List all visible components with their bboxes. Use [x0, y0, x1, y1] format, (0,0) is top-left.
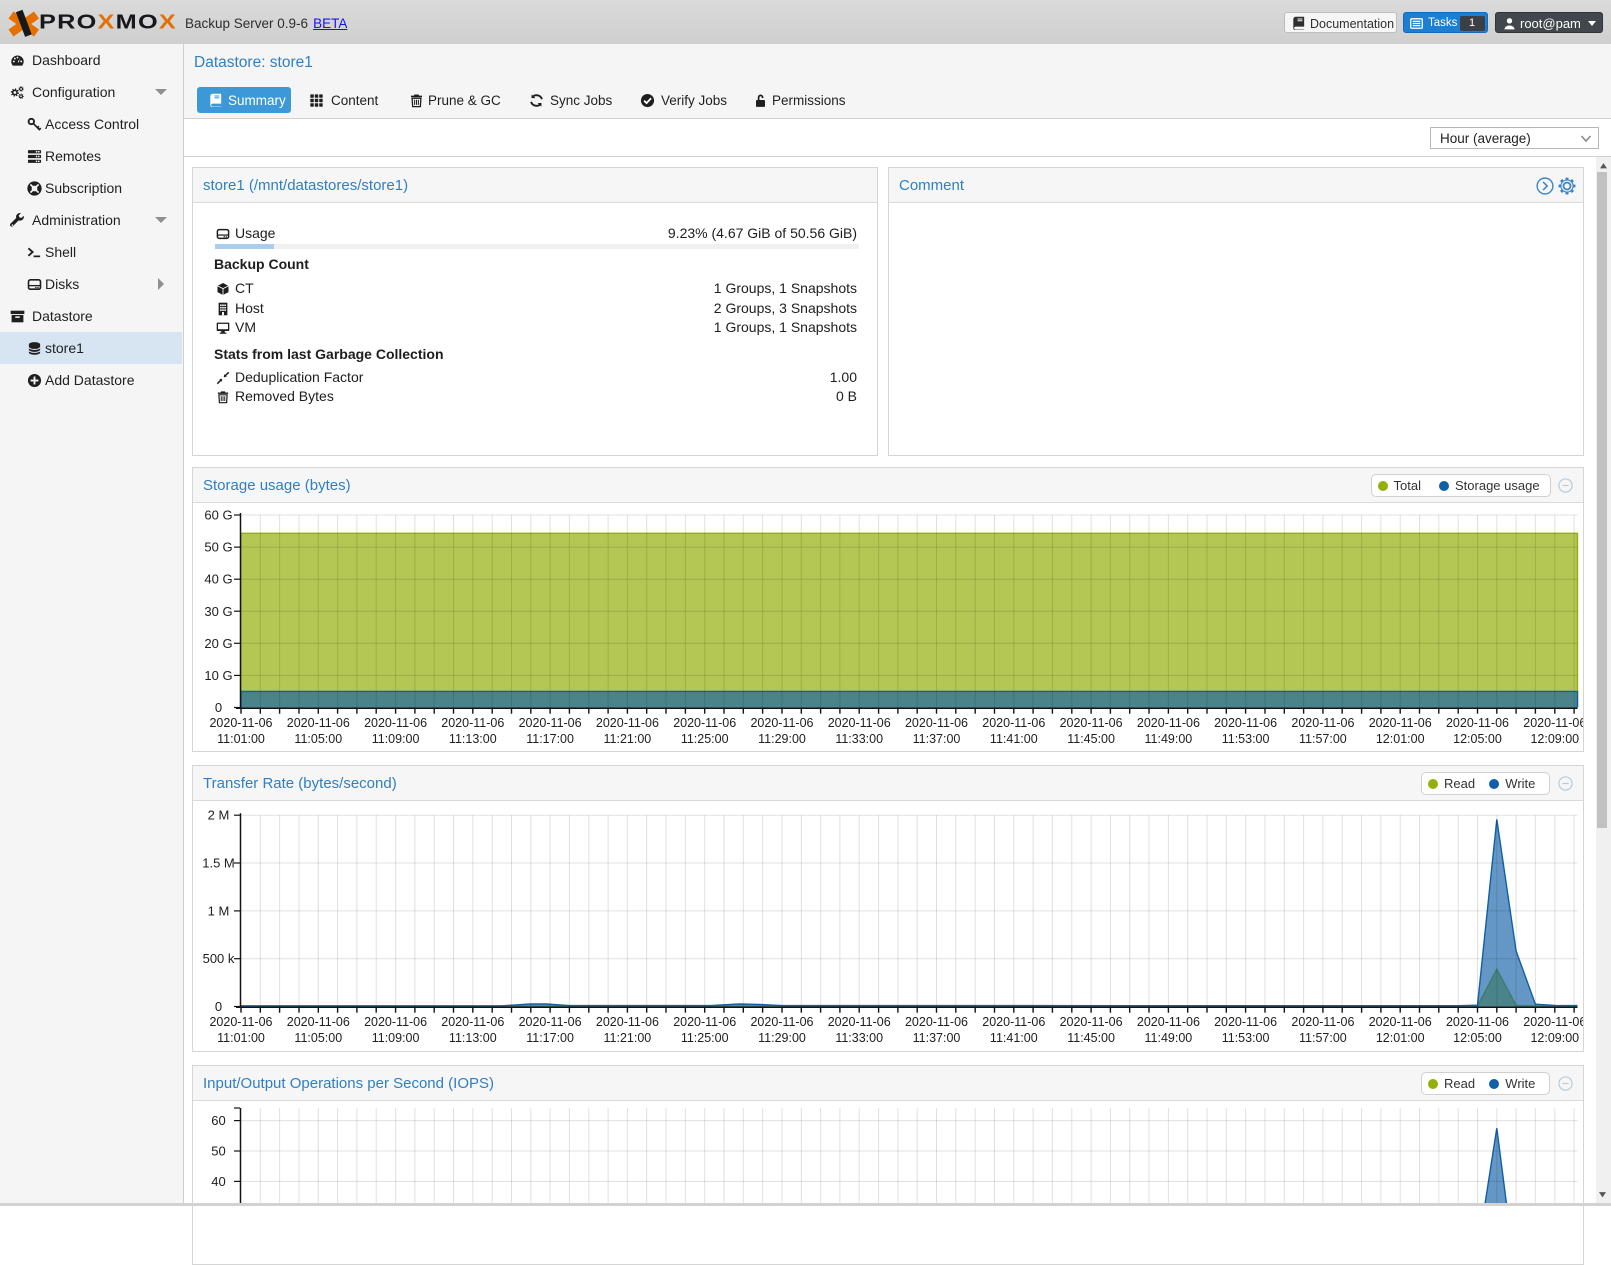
svg-text:2020-11-06: 2020-11-06 — [1214, 716, 1277, 730]
svg-text:2020-11-06: 2020-11-06 — [596, 716, 659, 730]
svg-text:50: 50 — [211, 1144, 225, 1159]
svg-text:11:33:00: 11:33:00 — [835, 732, 883, 746]
svg-text:11:45:00: 11:45:00 — [1067, 1031, 1115, 1045]
svg-text:11:53:00: 11:53:00 — [1222, 1031, 1270, 1045]
svg-text:2020-11-06: 2020-11-06 — [905, 1015, 968, 1029]
svg-text:500 k: 500 k — [203, 951, 235, 966]
svg-text:11:29:00: 11:29:00 — [758, 1031, 806, 1045]
svg-text:11:25:00: 11:25:00 — [681, 732, 729, 746]
svg-text:60: 60 — [211, 1113, 225, 1128]
svg-text:11:17:00: 11:17:00 — [526, 1031, 574, 1045]
svg-text:2020-11-06: 2020-11-06 — [673, 1015, 736, 1029]
svg-text:11:17:00: 11:17:00 — [526, 732, 574, 746]
svg-text:2020-11-06: 2020-11-06 — [441, 1015, 504, 1029]
svg-text:11:13:00: 11:13:00 — [449, 1031, 497, 1045]
svg-text:2020-11-06: 2020-11-06 — [1523, 1015, 1583, 1029]
svg-text:10 G: 10 G — [204, 668, 232, 683]
svg-text:2020-11-06: 2020-11-06 — [596, 1015, 659, 1029]
svg-text:1.5 M: 1.5 M — [202, 856, 235, 871]
svg-text:2020-11-06: 2020-11-06 — [519, 716, 582, 730]
svg-text:2020-11-06: 2020-11-06 — [1291, 1015, 1354, 1029]
svg-text:11:41:00: 11:41:00 — [990, 1031, 1038, 1045]
svg-text:2020-11-06: 2020-11-06 — [1060, 1015, 1123, 1029]
svg-text:2020-11-06: 2020-11-06 — [982, 716, 1045, 730]
svg-text:11:01:00: 11:01:00 — [217, 1031, 265, 1045]
svg-text:2020-11-06: 2020-11-06 — [828, 716, 891, 730]
svg-text:12:05:00: 12:05:00 — [1453, 732, 1502, 746]
svg-text:2020-11-06: 2020-11-06 — [1291, 716, 1354, 730]
svg-text:2020-11-06: 2020-11-06 — [750, 716, 813, 730]
svg-text:2020-11-06: 2020-11-06 — [364, 716, 427, 730]
svg-text:11:41:00: 11:41:00 — [990, 732, 1038, 746]
svg-text:11:33:00: 11:33:00 — [835, 1031, 883, 1045]
svg-text:2020-11-06: 2020-11-06 — [982, 1015, 1045, 1029]
svg-text:11:25:00: 11:25:00 — [681, 1031, 729, 1045]
svg-text:2020-11-06: 2020-11-06 — [1446, 716, 1509, 730]
svg-text:2020-11-06: 2020-11-06 — [1369, 1015, 1432, 1029]
svg-text:11:09:00: 11:09:00 — [372, 1031, 420, 1045]
svg-text:2020-11-06: 2020-11-06 — [905, 716, 968, 730]
svg-text:11:21:00: 11:21:00 — [604, 1031, 652, 1045]
svg-text:11:49:00: 11:49:00 — [1145, 1031, 1193, 1045]
svg-text:2020-11-06: 2020-11-06 — [1137, 716, 1200, 730]
svg-text:2020-11-06: 2020-11-06 — [209, 1015, 272, 1029]
svg-text:12:09:00: 12:09:00 — [1530, 1031, 1579, 1045]
svg-text:12:01:00: 12:01:00 — [1376, 1031, 1425, 1045]
svg-text:2020-11-06: 2020-11-06 — [1214, 1015, 1277, 1029]
svg-text:11:49:00: 11:49:00 — [1145, 732, 1193, 746]
svg-text:2020-11-06: 2020-11-06 — [287, 716, 350, 730]
svg-text:12:09:00: 12:09:00 — [1530, 732, 1579, 746]
svg-text:11:37:00: 11:37:00 — [913, 732, 961, 746]
svg-text:2020-11-06: 2020-11-06 — [1369, 716, 1432, 730]
svg-text:11:05:00: 11:05:00 — [294, 732, 342, 746]
svg-text:2020-11-06: 2020-11-06 — [441, 716, 504, 730]
svg-text:11:45:00: 11:45:00 — [1067, 732, 1115, 746]
svg-text:11:37:00: 11:37:00 — [913, 1031, 961, 1045]
svg-text:2020-11-06: 2020-11-06 — [750, 1015, 813, 1029]
svg-text:30 G: 30 G — [204, 604, 232, 619]
svg-text:11:09:00: 11:09:00 — [372, 732, 420, 746]
svg-text:11:57:00: 11:57:00 — [1299, 732, 1347, 746]
svg-text:2020-11-06: 2020-11-06 — [673, 716, 736, 730]
svg-text:12:05:00: 12:05:00 — [1453, 1031, 1502, 1045]
svg-text:2020-11-06: 2020-11-06 — [1137, 1015, 1200, 1029]
svg-text:2020-11-06: 2020-11-06 — [1446, 1015, 1509, 1029]
svg-text:2020-11-06: 2020-11-06 — [287, 1015, 350, 1029]
svg-text:0: 0 — [215, 999, 222, 1014]
svg-text:60 G: 60 G — [204, 508, 232, 523]
svg-text:11:13:00: 11:13:00 — [449, 732, 497, 746]
svg-text:40: 40 — [211, 1174, 225, 1189]
svg-text:50 G: 50 G — [204, 540, 232, 555]
svg-text:11:21:00: 11:21:00 — [604, 732, 652, 746]
svg-text:11:29:00: 11:29:00 — [758, 732, 806, 746]
svg-text:0: 0 — [215, 700, 222, 715]
svg-text:2020-11-06: 2020-11-06 — [364, 1015, 427, 1029]
svg-text:2 M: 2 M — [208, 808, 230, 823]
svg-text:2020-11-06: 2020-11-06 — [1523, 716, 1583, 730]
svg-text:11:01:00: 11:01:00 — [217, 732, 265, 746]
svg-text:11:57:00: 11:57:00 — [1299, 1031, 1347, 1045]
svg-text:12:01:00: 12:01:00 — [1376, 732, 1425, 746]
svg-text:40 G: 40 G — [204, 572, 232, 587]
svg-text:11:53:00: 11:53:00 — [1222, 732, 1270, 746]
svg-text:2020-11-06: 2020-11-06 — [1060, 716, 1123, 730]
svg-text:2020-11-06: 2020-11-06 — [828, 1015, 891, 1029]
svg-text:11:05:00: 11:05:00 — [294, 1031, 342, 1045]
svg-text:1 M: 1 M — [208, 903, 230, 918]
svg-text:20 G: 20 G — [204, 636, 232, 651]
svg-text:2020-11-06: 2020-11-06 — [519, 1015, 582, 1029]
svg-text:2020-11-06: 2020-11-06 — [209, 716, 272, 730]
